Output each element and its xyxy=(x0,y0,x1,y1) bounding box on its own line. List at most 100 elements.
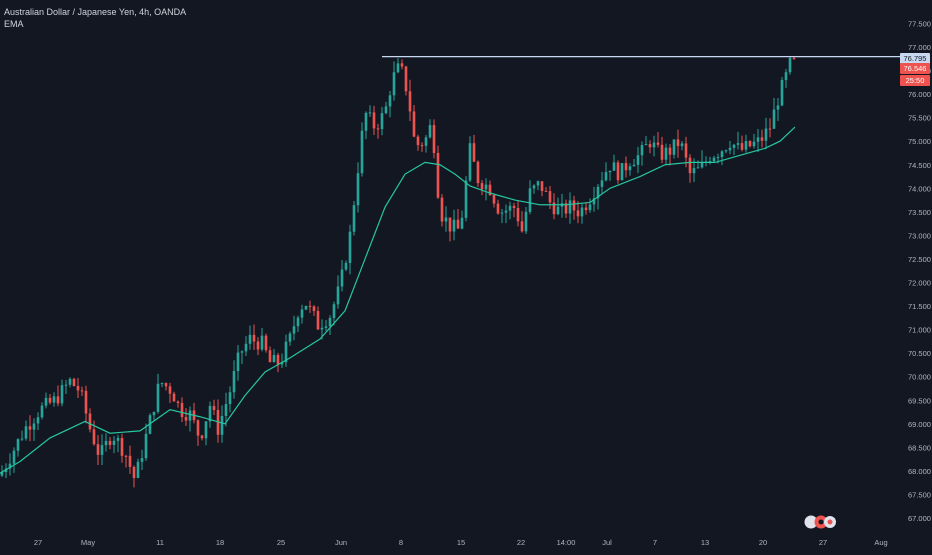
candle-body xyxy=(184,417,188,421)
candle-body xyxy=(752,141,756,147)
candle-body xyxy=(516,208,520,222)
candle-body xyxy=(572,200,576,211)
countdown-label: 25:50 xyxy=(900,75,930,86)
candle-body xyxy=(632,164,636,167)
candle-body xyxy=(300,309,304,318)
candle-body xyxy=(304,305,308,310)
candle-body xyxy=(784,72,788,81)
y-tick-label: 67.500 xyxy=(908,490,931,499)
x-tick-label: 14:00 xyxy=(557,538,576,547)
y-tick-label: 71.500 xyxy=(908,302,931,311)
tradingview-logo-icon xyxy=(804,515,836,529)
candle-body xyxy=(280,362,284,365)
candle-body xyxy=(476,161,480,184)
candle-body xyxy=(688,157,692,174)
candle-body xyxy=(180,402,184,418)
y-tick-label: 70.000 xyxy=(908,373,931,382)
candle-body xyxy=(136,461,140,479)
candle-body xyxy=(612,162,616,171)
candle-body xyxy=(24,426,28,439)
candle-body xyxy=(768,128,772,130)
candle-body xyxy=(424,137,428,146)
candle-body xyxy=(264,335,268,351)
candle-body xyxy=(772,109,776,129)
candle-body xyxy=(460,217,464,229)
y-tick-label: 74.000 xyxy=(908,184,931,193)
candle-body xyxy=(700,161,704,168)
candle-body xyxy=(400,63,404,67)
candle-body xyxy=(260,335,264,350)
candle-body xyxy=(244,343,248,352)
candle-body xyxy=(780,80,784,106)
candle-body xyxy=(500,212,504,214)
candle-body xyxy=(508,205,512,211)
y-tick-label: 75.500 xyxy=(908,114,931,123)
candle-body xyxy=(656,142,660,145)
y-tick-label: 70.500 xyxy=(908,349,931,358)
candle-body xyxy=(708,161,712,163)
candle-body xyxy=(472,143,476,162)
candle-body xyxy=(68,378,72,385)
candle-body xyxy=(144,433,148,459)
candle-body xyxy=(716,157,720,159)
x-tick-label: 25 xyxy=(277,538,285,547)
candle-body xyxy=(512,205,516,209)
candle-body xyxy=(720,151,724,158)
candle-body xyxy=(480,183,484,190)
candle-body xyxy=(652,142,656,148)
candle-body xyxy=(92,429,96,445)
candle-body xyxy=(396,63,400,73)
candle-body xyxy=(120,438,124,456)
candle-body xyxy=(600,180,604,187)
candle-body xyxy=(692,168,696,174)
candle-body xyxy=(724,150,728,152)
candle-body xyxy=(196,420,200,436)
candle-body xyxy=(28,426,32,430)
candle-body xyxy=(188,410,192,421)
candle-body xyxy=(168,386,172,394)
candle-body xyxy=(568,200,572,214)
y-tick-label: 69.500 xyxy=(908,396,931,405)
x-tick-label: Jun xyxy=(335,538,347,547)
x-tick-label: 18 xyxy=(216,538,224,547)
candle-body xyxy=(740,143,744,150)
candle-body xyxy=(100,445,104,455)
candle-body xyxy=(564,203,568,214)
y-tick-label: 77.000 xyxy=(908,43,931,52)
candle-body xyxy=(132,466,136,479)
candle-body xyxy=(208,405,212,422)
candle-body xyxy=(72,378,76,386)
y-tick-label: 76.000 xyxy=(908,90,931,99)
candle-body xyxy=(452,219,456,232)
symbol-title: Australian Dollar / Japanese Yen, 4h, OA… xyxy=(4,7,187,17)
candle-body xyxy=(40,405,44,418)
x-tick-label: 11 xyxy=(156,538,164,547)
candle-body xyxy=(428,125,432,138)
candle-body xyxy=(388,95,392,107)
y-tick-label: 74.500 xyxy=(908,161,931,170)
y-tick-label: 75.000 xyxy=(908,137,931,146)
candle-body xyxy=(116,438,120,441)
candle-body xyxy=(544,190,548,192)
candle-body xyxy=(548,191,552,203)
candle-body xyxy=(736,143,740,145)
candle-body xyxy=(80,390,84,392)
candle-body xyxy=(408,91,412,112)
candle-body xyxy=(416,136,420,146)
candle-body xyxy=(376,128,380,130)
candle-body xyxy=(584,207,588,211)
candle-body xyxy=(164,383,168,387)
candle-body xyxy=(288,333,292,342)
candle-body xyxy=(448,217,452,232)
candle-body xyxy=(712,157,716,162)
candle-body xyxy=(648,144,652,148)
candle-body xyxy=(364,112,368,131)
candle-body xyxy=(492,195,496,204)
candle-body xyxy=(456,219,460,229)
candle-body xyxy=(20,438,24,440)
candle-body xyxy=(608,170,612,173)
candle-body xyxy=(104,440,108,446)
candle-body xyxy=(356,173,360,206)
